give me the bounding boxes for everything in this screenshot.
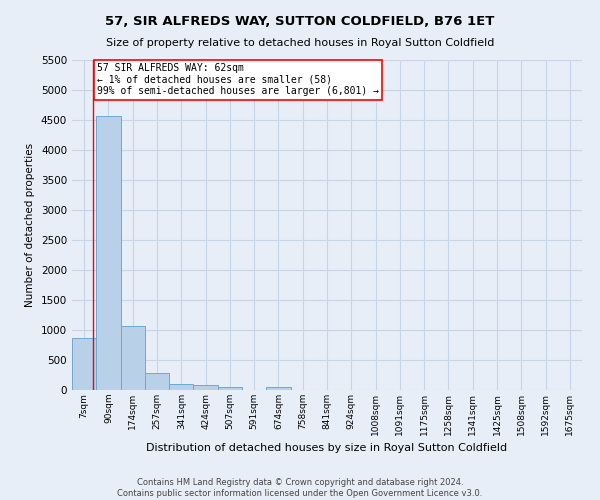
- Bar: [121, 326, 145, 390]
- Bar: [169, 384, 193, 390]
- Text: Contains HM Land Registry data © Crown copyright and database right 2024.
Contai: Contains HM Land Registry data © Crown c…: [118, 478, 482, 498]
- Bar: [193, 385, 218, 390]
- Bar: [266, 386, 290, 390]
- Text: 57 SIR ALFREDS WAY: 62sqm
← 1% of detached houses are smaller (58)
99% of semi-d: 57 SIR ALFREDS WAY: 62sqm ← 1% of detach…: [97, 63, 379, 96]
- Text: 57, SIR ALFREDS WAY, SUTTON COLDFIELD, B76 1ET: 57, SIR ALFREDS WAY, SUTTON COLDFIELD, B…: [106, 15, 494, 28]
- Bar: [218, 386, 242, 390]
- Y-axis label: Number of detached properties: Number of detached properties: [25, 143, 35, 307]
- Text: Size of property relative to detached houses in Royal Sutton Coldfield: Size of property relative to detached ho…: [106, 38, 494, 48]
- Bar: [145, 372, 169, 390]
- Bar: [96, 116, 121, 390]
- Bar: [72, 338, 96, 390]
- X-axis label: Distribution of detached houses by size in Royal Sutton Coldfield: Distribution of detached houses by size …: [146, 443, 508, 453]
